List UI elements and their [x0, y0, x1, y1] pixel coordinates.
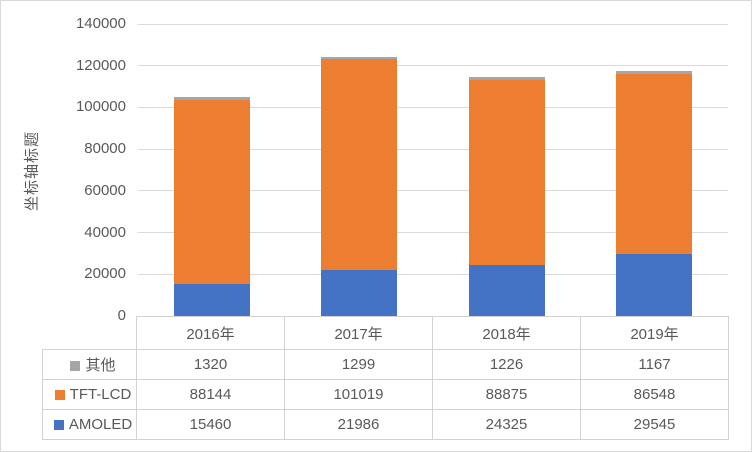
gridline-80000: [138, 148, 728, 150]
bar-segment-amoled-2016: [173, 283, 250, 316]
bar-segment-amoled-2019: [616, 254, 693, 316]
gridline-140000: [138, 23, 728, 25]
bar-segment-tft-lcd-2017: [321, 59, 398, 271]
bar-segment-tft-lcd-2018: [468, 79, 545, 266]
bar-segment-tft-lcd-2019: [616, 73, 693, 255]
bar-segment-other-2019: [616, 71, 693, 74]
cell-other-2018: 1226: [432, 349, 581, 380]
row-label-tft-lcd: TFT-LCD: [42, 379, 137, 410]
y-axis-tick-label-80000: 80000: [84, 140, 126, 158]
cell-other-2016: 1320: [136, 349, 285, 380]
cell-other-2017: 1299: [284, 349, 433, 380]
cell-amoled-2019: 29545: [580, 409, 729, 440]
bar-segment-tft-lcd-2016: [173, 99, 250, 284]
gridline-100000: [138, 106, 728, 108]
legend-swatch-tft-lcd-icon: [54, 390, 65, 400]
cell-tft-lcd-2016: 88144: [136, 379, 285, 410]
cell-tft-lcd-2018: 88875: [432, 379, 581, 410]
cell-other-2019: 1167: [580, 349, 729, 380]
table-header-row: 2016年 2017年 2018年 2019年: [43, 316, 729, 350]
y-axis-tick-label-0: 0: [117, 307, 126, 324]
row-label-other: 其他: [42, 349, 137, 380]
bar-segment-other-2016: [173, 97, 250, 100]
bar-segment-other-2017: [321, 56, 398, 60]
bar-segment-other-2018: [468, 77, 545, 80]
y-axis-tick-label-20000: 20000: [84, 265, 126, 283]
col-header-2018: 2018年: [432, 316, 581, 350]
y-axis-tick-label-120000: 120000: [75, 56, 126, 74]
legend-swatch-other-icon: [70, 361, 81, 371]
table-row-tft-lcd: TFT-LCD 88144 101019 88875 86548: [42, 379, 729, 410]
row-label-amoled: AMOLED: [42, 409, 137, 440]
series-name-amoled: AMOLED: [68, 416, 133, 433]
cell-tft-lcd-2017: 101019: [284, 379, 433, 410]
cell-amoled-2018: 24325: [432, 409, 581, 440]
col-header-2016: 2016年: [136, 316, 285, 350]
cell-tft-lcd-2019: 86548: [580, 379, 729, 410]
y-axis-tick-label-100000: 100000: [75, 98, 126, 116]
col-header-2019: 2019年: [580, 316, 729, 350]
y-axis-tick-label-40000: 40000: [84, 223, 126, 241]
table-row-amoled: AMOLED 15460 21986 24325 29545: [42, 409, 729, 440]
bar-segment-amoled-2017: [321, 270, 398, 316]
gridline-120000: [138, 65, 728, 67]
series-name-other: 其他: [85, 357, 116, 374]
y-axis-tick-label-140000: 140000: [75, 15, 126, 32]
y-axis-tick-label-60000: 60000: [84, 181, 126, 199]
table-corner-cell: [43, 317, 137, 350]
gridline-20000: [138, 273, 728, 275]
table-row-other: 其他 1320 1299 1226 1167: [42, 349, 729, 380]
cell-amoled-2017: 21986: [284, 409, 433, 440]
col-header-2017: 2017年: [284, 316, 433, 350]
series-name-tft-lcd: TFT-LCD: [69, 386, 132, 403]
cell-amoled-2016: 15460: [136, 409, 285, 440]
y-axis-title: 坐标轴标题: [23, 130, 41, 212]
gridline-40000: [138, 232, 728, 234]
bar-segment-amoled-2018: [468, 265, 545, 316]
legend-swatch-amoled-icon: [53, 420, 64, 430]
gridline-60000: [138, 190, 728, 192]
data-table: 2016年 2017年 2018年 2019年 其他 1320 1299 122…: [42, 316, 729, 440]
